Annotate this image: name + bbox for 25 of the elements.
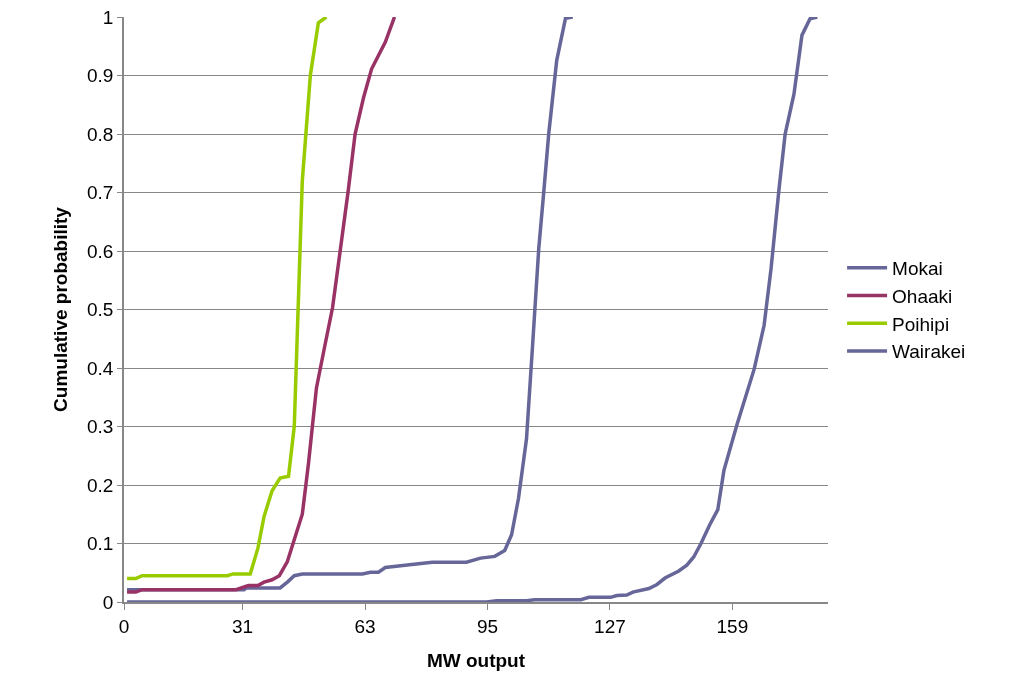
y-tick-label: 0.5 xyxy=(87,299,114,321)
y-tick-label: 1 xyxy=(102,6,114,28)
y-tick-label: 0.2 xyxy=(87,474,114,496)
y-tick-label: 0.3 xyxy=(87,416,114,438)
legend-label: Poihipi xyxy=(892,313,950,335)
y-tick-label: 0.6 xyxy=(87,240,114,262)
x-tick-label: 159 xyxy=(716,615,749,637)
legend-label: Wairakei xyxy=(892,341,966,363)
legend-label: Ohaaki xyxy=(892,285,953,307)
x-tick-label: 0 xyxy=(118,615,130,637)
y-tick-label: 0.1 xyxy=(87,533,114,555)
x-tick-label: 63 xyxy=(354,615,376,637)
y-axis-title: Cumulative probability xyxy=(50,206,72,412)
x-tick-label: 127 xyxy=(594,615,626,637)
x-axis-title: MW output xyxy=(426,649,526,671)
y-tick-label: 0.8 xyxy=(87,123,114,145)
line-series xyxy=(125,17,329,581)
line-series xyxy=(125,17,397,594)
y-tick-label: 0.9 xyxy=(87,65,114,87)
y-tick-label: 0 xyxy=(102,591,114,613)
x-tick-label: 95 xyxy=(476,615,499,637)
y-tick-label: 0.4 xyxy=(87,357,114,379)
legend-label: Mokai xyxy=(892,258,943,280)
x-tick-label: 31 xyxy=(232,615,254,637)
y-tick-label: 0.7 xyxy=(87,182,114,204)
